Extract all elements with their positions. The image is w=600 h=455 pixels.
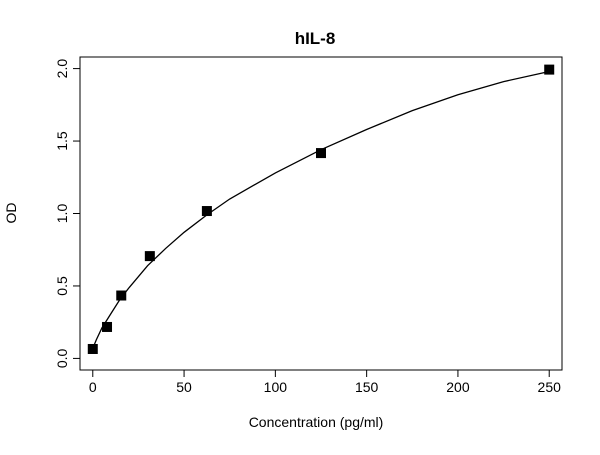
- x-tick-label: 200: [446, 379, 470, 395]
- fit-curve: [92, 70, 550, 349]
- data-points: [87, 64, 555, 354]
- data-point: [144, 251, 155, 262]
- x-axis: 0 50 100 150 200 250: [89, 369, 562, 395]
- data-point: [87, 343, 98, 354]
- data-point: [316, 148, 326, 159]
- data-point: [116, 290, 127, 301]
- chart-title: hIL-8: [295, 29, 336, 48]
- x-tick-label: 50: [176, 379, 192, 395]
- x-tick-label: 250: [538, 379, 562, 395]
- y-axis-label: OD: [3, 203, 19, 224]
- data-point: [544, 64, 555, 75]
- y-tick-label: 0.0: [54, 348, 70, 368]
- y-tick-label: 0.5: [54, 276, 70, 296]
- x-tick-label: 0: [89, 379, 97, 395]
- x-tick-label: 150: [355, 379, 379, 395]
- data-point: [201, 206, 212, 217]
- y-tick-label: 1.5: [54, 131, 70, 151]
- x-tick-label: 100: [264, 379, 288, 395]
- data-point: [102, 321, 113, 332]
- x-axis-label: Concentration (pg/ml): [249, 414, 384, 430]
- y-tick-label: 1.0: [54, 204, 70, 224]
- y-tick-label: 2.0: [54, 59, 70, 79]
- y-axis: 0.0 0.5 1.0 1.5 2.0: [54, 59, 81, 368]
- plot-frame: [79, 56, 563, 371]
